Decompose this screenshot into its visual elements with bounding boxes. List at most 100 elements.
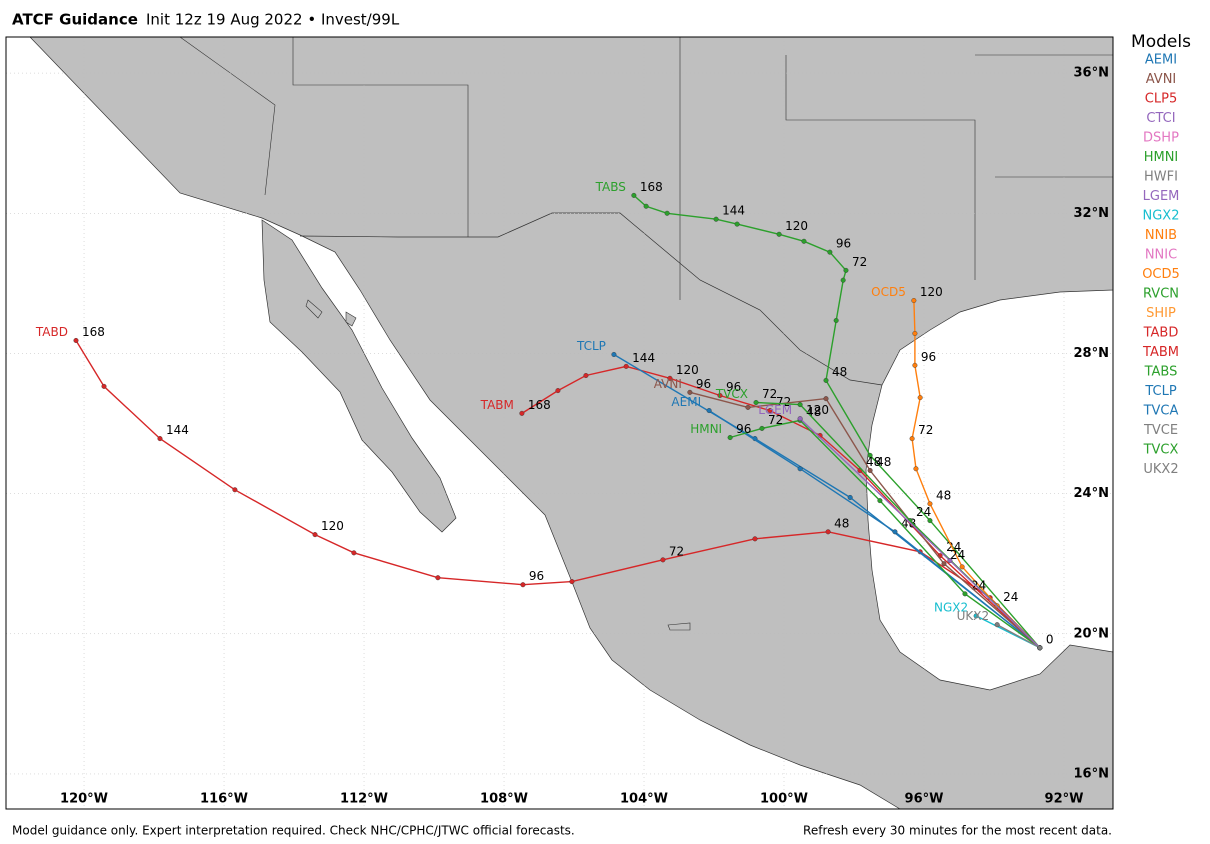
track bbox=[689, 391, 1041, 649]
track-point bbox=[435, 575, 441, 581]
track-name: NGX2 bbox=[934, 600, 968, 614]
track-point bbox=[927, 518, 933, 524]
lon-label: 112°W bbox=[340, 792, 388, 807]
track-point bbox=[667, 375, 673, 381]
legend-item: CLP5 bbox=[1145, 92, 1177, 107]
legend-item: LGEM bbox=[1143, 189, 1180, 204]
track-point bbox=[753, 399, 759, 405]
track-point bbox=[913, 466, 919, 472]
track-point bbox=[643, 203, 649, 209]
track-name: TABD bbox=[35, 325, 68, 339]
track-name: TABM bbox=[480, 398, 514, 412]
forecast-hour: 120 bbox=[785, 219, 808, 233]
track bbox=[911, 300, 1041, 649]
track-point bbox=[823, 377, 829, 383]
legend-item: TCLP bbox=[1144, 384, 1176, 399]
track-name: UKX2 bbox=[957, 609, 990, 623]
track-point bbox=[664, 210, 670, 216]
track-name: HMNI bbox=[690, 422, 722, 436]
lat-label: 28°N bbox=[1074, 346, 1109, 361]
forecast-hour: 24 bbox=[971, 578, 986, 592]
track-point bbox=[776, 231, 782, 237]
track-point bbox=[825, 529, 831, 535]
track-point bbox=[962, 591, 968, 597]
track-point bbox=[909, 436, 915, 442]
forecast-hour: 48 bbox=[834, 516, 849, 530]
legend-item: TVCA bbox=[1143, 404, 1179, 419]
subtitle: Init 12z 19 Aug 2022 • Invest/99L bbox=[146, 11, 400, 29]
forecast-hour: 48 bbox=[866, 455, 881, 469]
forecast-hour: 144 bbox=[722, 204, 745, 218]
forecast-hour: 48 bbox=[901, 516, 916, 530]
legend-item: TVCX bbox=[1143, 443, 1179, 458]
track-point bbox=[1037, 645, 1043, 651]
track-point bbox=[912, 362, 918, 368]
track bbox=[996, 624, 1041, 649]
track-point bbox=[631, 192, 637, 198]
track-point bbox=[232, 487, 238, 493]
track-point bbox=[312, 532, 318, 538]
track-point bbox=[797, 402, 803, 408]
track-point bbox=[713, 216, 719, 222]
track-name: TABS bbox=[595, 180, 626, 194]
lat-label: 36°N bbox=[1074, 66, 1109, 81]
track bbox=[729, 419, 1041, 649]
track-point bbox=[623, 363, 629, 369]
legend-item: RVCN bbox=[1143, 287, 1179, 302]
legend-item: TABM bbox=[1142, 345, 1179, 360]
forecast-hour: 48 bbox=[876, 455, 891, 469]
legend-item: SHIP bbox=[1146, 306, 1176, 321]
legend-item: TABD bbox=[1143, 326, 1179, 341]
lon-label: 96°W bbox=[905, 792, 944, 807]
track-point bbox=[519, 410, 525, 416]
legend-item: NNIB bbox=[1145, 228, 1177, 243]
track-name: TVCX bbox=[715, 387, 748, 401]
forecast-hour: 72 bbox=[768, 413, 783, 427]
track-point bbox=[973, 613, 979, 619]
forecast-hour: 96 bbox=[696, 377, 711, 391]
track-point bbox=[157, 436, 163, 442]
title: ATCF Guidance bbox=[12, 11, 138, 29]
forecast-hour: 96 bbox=[726, 380, 741, 394]
lat-label: 16°N bbox=[1074, 766, 1109, 781]
forecast-hour: 96 bbox=[736, 422, 751, 436]
forecast-hour: 120 bbox=[920, 285, 943, 299]
track-point bbox=[555, 388, 561, 394]
track-point bbox=[912, 330, 918, 336]
track-point bbox=[569, 579, 575, 585]
track-point bbox=[823, 396, 829, 402]
legend-item: HMNI bbox=[1144, 150, 1179, 165]
track-name: TCLP bbox=[576, 339, 606, 353]
track-point bbox=[73, 337, 79, 343]
lat-label: 32°N bbox=[1074, 206, 1109, 221]
track-point bbox=[843, 267, 849, 273]
forecast-hour: 96 bbox=[921, 350, 936, 364]
forecast-hour: 72 bbox=[762, 387, 777, 401]
track-point bbox=[840, 277, 846, 283]
lon-label: 104°W bbox=[620, 792, 668, 807]
track-point bbox=[660, 557, 666, 563]
track-point bbox=[520, 582, 526, 588]
track-point bbox=[833, 317, 839, 323]
forecast-hour: 24 bbox=[1003, 590, 1018, 604]
track-name: AEMI bbox=[671, 395, 701, 409]
footer-left: Model guidance only. Expert interpretati… bbox=[12, 824, 575, 838]
track-point bbox=[877, 498, 883, 504]
forecast-hour: 168 bbox=[640, 180, 663, 194]
track-point bbox=[927, 501, 933, 507]
track-point bbox=[827, 249, 833, 255]
track-point bbox=[706, 408, 712, 414]
track-point bbox=[611, 351, 617, 357]
forecast-hour: 120 bbox=[806, 403, 829, 417]
track-point bbox=[994, 622, 1000, 628]
track-name: LGEM bbox=[758, 403, 792, 417]
track-point bbox=[759, 425, 765, 431]
track-point bbox=[959, 564, 965, 570]
track-point bbox=[797, 466, 803, 472]
forecast-hour: 144 bbox=[632, 351, 655, 365]
forecast-hour: 96 bbox=[836, 237, 851, 251]
track-point bbox=[351, 550, 357, 556]
lon-label: 108°W bbox=[480, 792, 528, 807]
track-point bbox=[717, 392, 723, 398]
